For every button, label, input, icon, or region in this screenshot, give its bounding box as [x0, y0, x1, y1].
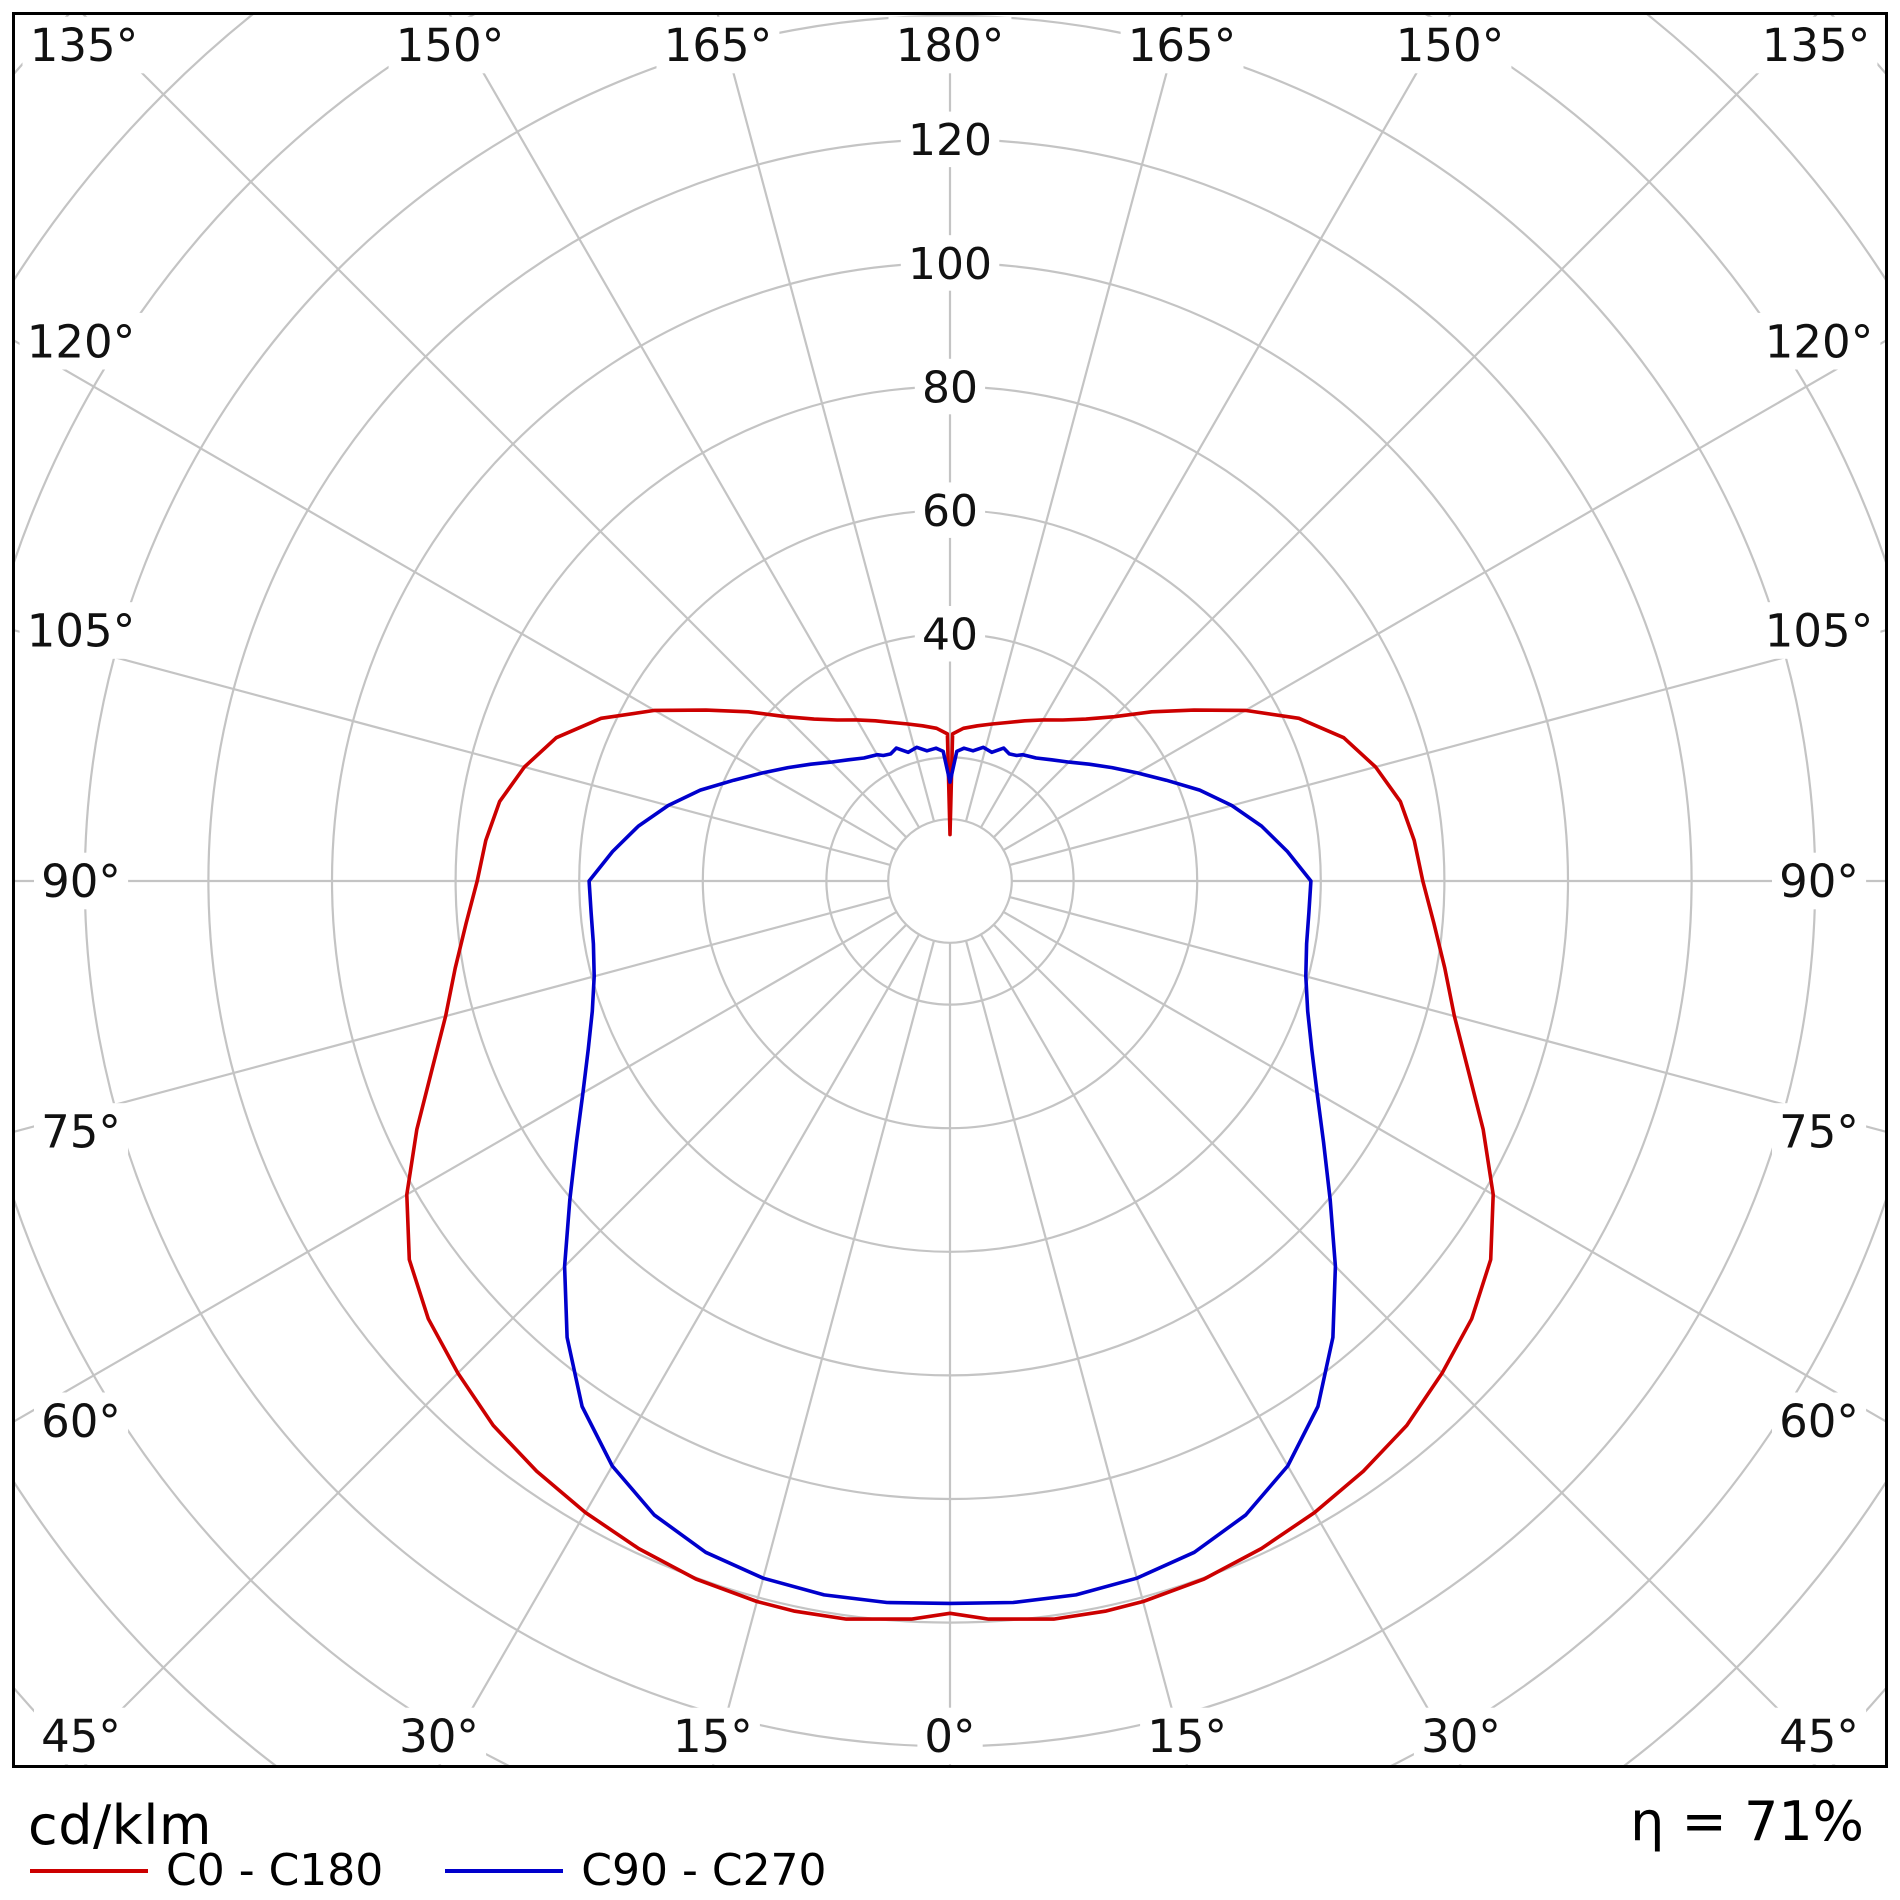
grid-ray [437, 933, 921, 1766]
angle-label-bg [888, 16, 1012, 74]
angle-label-bg [19, 312, 143, 370]
angle-label: 60° [41, 1395, 121, 1448]
angle-label-bg [1772, 1392, 1867, 1450]
angle-label: 0° [924, 1710, 975, 1763]
grid-ring [887, 818, 1013, 944]
angle-label-bg [34, 1392, 129, 1450]
angle-label-bg [1757, 602, 1881, 659]
radial-tick-label-bg [914, 358, 986, 415]
angle-label: 105° [27, 605, 135, 658]
legend-item-c0-c180: C0 - C180 [30, 1845, 384, 1896]
angle-label: 165° [664, 19, 772, 72]
angle-label: 120° [27, 315, 135, 368]
grid-ray [15, 895, 891, 1133]
legend-label-c0-c180: C0 - C180 [166, 1845, 384, 1896]
angle-label: 90° [1779, 855, 1859, 908]
angle-label-bg [34, 1103, 129, 1160]
angle-label: 120° [1765, 315, 1873, 368]
legend: C0 - C180 C90 - C270 [30, 1845, 889, 1896]
angle-label: 75° [1779, 1106, 1859, 1159]
radial-tick-label-bg [914, 606, 986, 662]
legend-line-red [30, 1869, 148, 1874]
axis-labels: 40 60 80 100 120 0° 15° 15° 30° 30° 45° 45° 60° 60° 75… [19, 16, 1881, 1765]
grid-ray [1009, 629, 1885, 867]
legend-item-c90-c270: C90 - C270 [445, 1845, 827, 1896]
angle-label: 135° [1762, 19, 1870, 72]
angle-label: 165° [1128, 19, 1236, 72]
grid-ray [15, 629, 891, 867]
angle-label-bg [917, 1707, 983, 1765]
angle-label-bg [1120, 16, 1244, 74]
angle-label: 60° [1779, 1395, 1859, 1448]
radial-tick-label: 100 [908, 239, 992, 290]
angle-label-bg [22, 16, 146, 74]
grid-ray [979, 15, 1452, 829]
angle-label: 45° [1779, 1710, 1859, 1763]
angle-label: 105° [1765, 605, 1873, 658]
chart-border [12, 12, 1888, 1768]
legend-label-c90-c270: C90 - C270 [581, 1845, 827, 1896]
angle-label-bg [392, 1707, 487, 1765]
angle-label-bg [1772, 1103, 1867, 1160]
angle-label-bg [1757, 312, 1881, 370]
angle-label: 150° [396, 19, 504, 72]
grid-ray [979, 933, 1463, 1766]
angle-label-bg [1754, 16, 1878, 74]
radial-tick-label-bg [900, 111, 1000, 168]
grid-ray [716, 15, 936, 822]
grid-ray [448, 15, 921, 829]
angle-label: 150° [1396, 19, 1504, 72]
angle-label: 45° [41, 1710, 121, 1763]
radial-tick-label: 80 [922, 362, 978, 413]
angle-label: 90° [41, 855, 121, 908]
angle-label-bg [665, 1707, 760, 1765]
efficiency-label: η = 71% [1630, 1790, 1864, 1853]
angle-label-bg [656, 16, 780, 74]
angle-label-bg [1772, 1707, 1867, 1765]
angle-label-bg [1388, 16, 1512, 74]
curve-c0-c180 [405, 708, 1495, 1621]
angle-label: 15° [673, 1710, 753, 1763]
angle-label: 180° [896, 19, 1004, 72]
radial-tick-label: 40 [922, 610, 978, 661]
angle-label: 15° [1147, 1710, 1227, 1763]
radial-tick-label: 60 [922, 486, 978, 537]
angle-label: 135° [30, 19, 138, 72]
grid-ray [1002, 339, 1885, 852]
grid-ray [964, 15, 1184, 822]
grid-ray [711, 940, 936, 1766]
angle-label-bg [1413, 1707, 1508, 1765]
radial-tick-label-bg [900, 235, 1000, 291]
grid-ray [15, 339, 898, 852]
angle-label: 75° [41, 1106, 121, 1159]
angle-label-bg [1140, 1707, 1235, 1765]
angle-label-bg [19, 602, 143, 659]
grid-ray [1009, 895, 1885, 1133]
radial-tick-label: 120 [908, 115, 992, 166]
units-label: cd/klm [28, 1794, 213, 1857]
legend-line-blue [445, 1869, 564, 1874]
grid-ray [964, 940, 1189, 1766]
grid-ray [1002, 910, 1885, 1423]
angle-label-bg [34, 1707, 129, 1765]
angle-label: 30° [1421, 1710, 1501, 1763]
angle-label-bg [34, 852, 129, 910]
angle-label-bg [1772, 852, 1867, 910]
angle-label: 30° [399, 1710, 479, 1763]
grid-ray [15, 910, 898, 1423]
angle-label-bg [388, 16, 512, 74]
curve-c90-c270 [562, 745, 1338, 1606]
radial-tick-label-bg [914, 482, 986, 538]
